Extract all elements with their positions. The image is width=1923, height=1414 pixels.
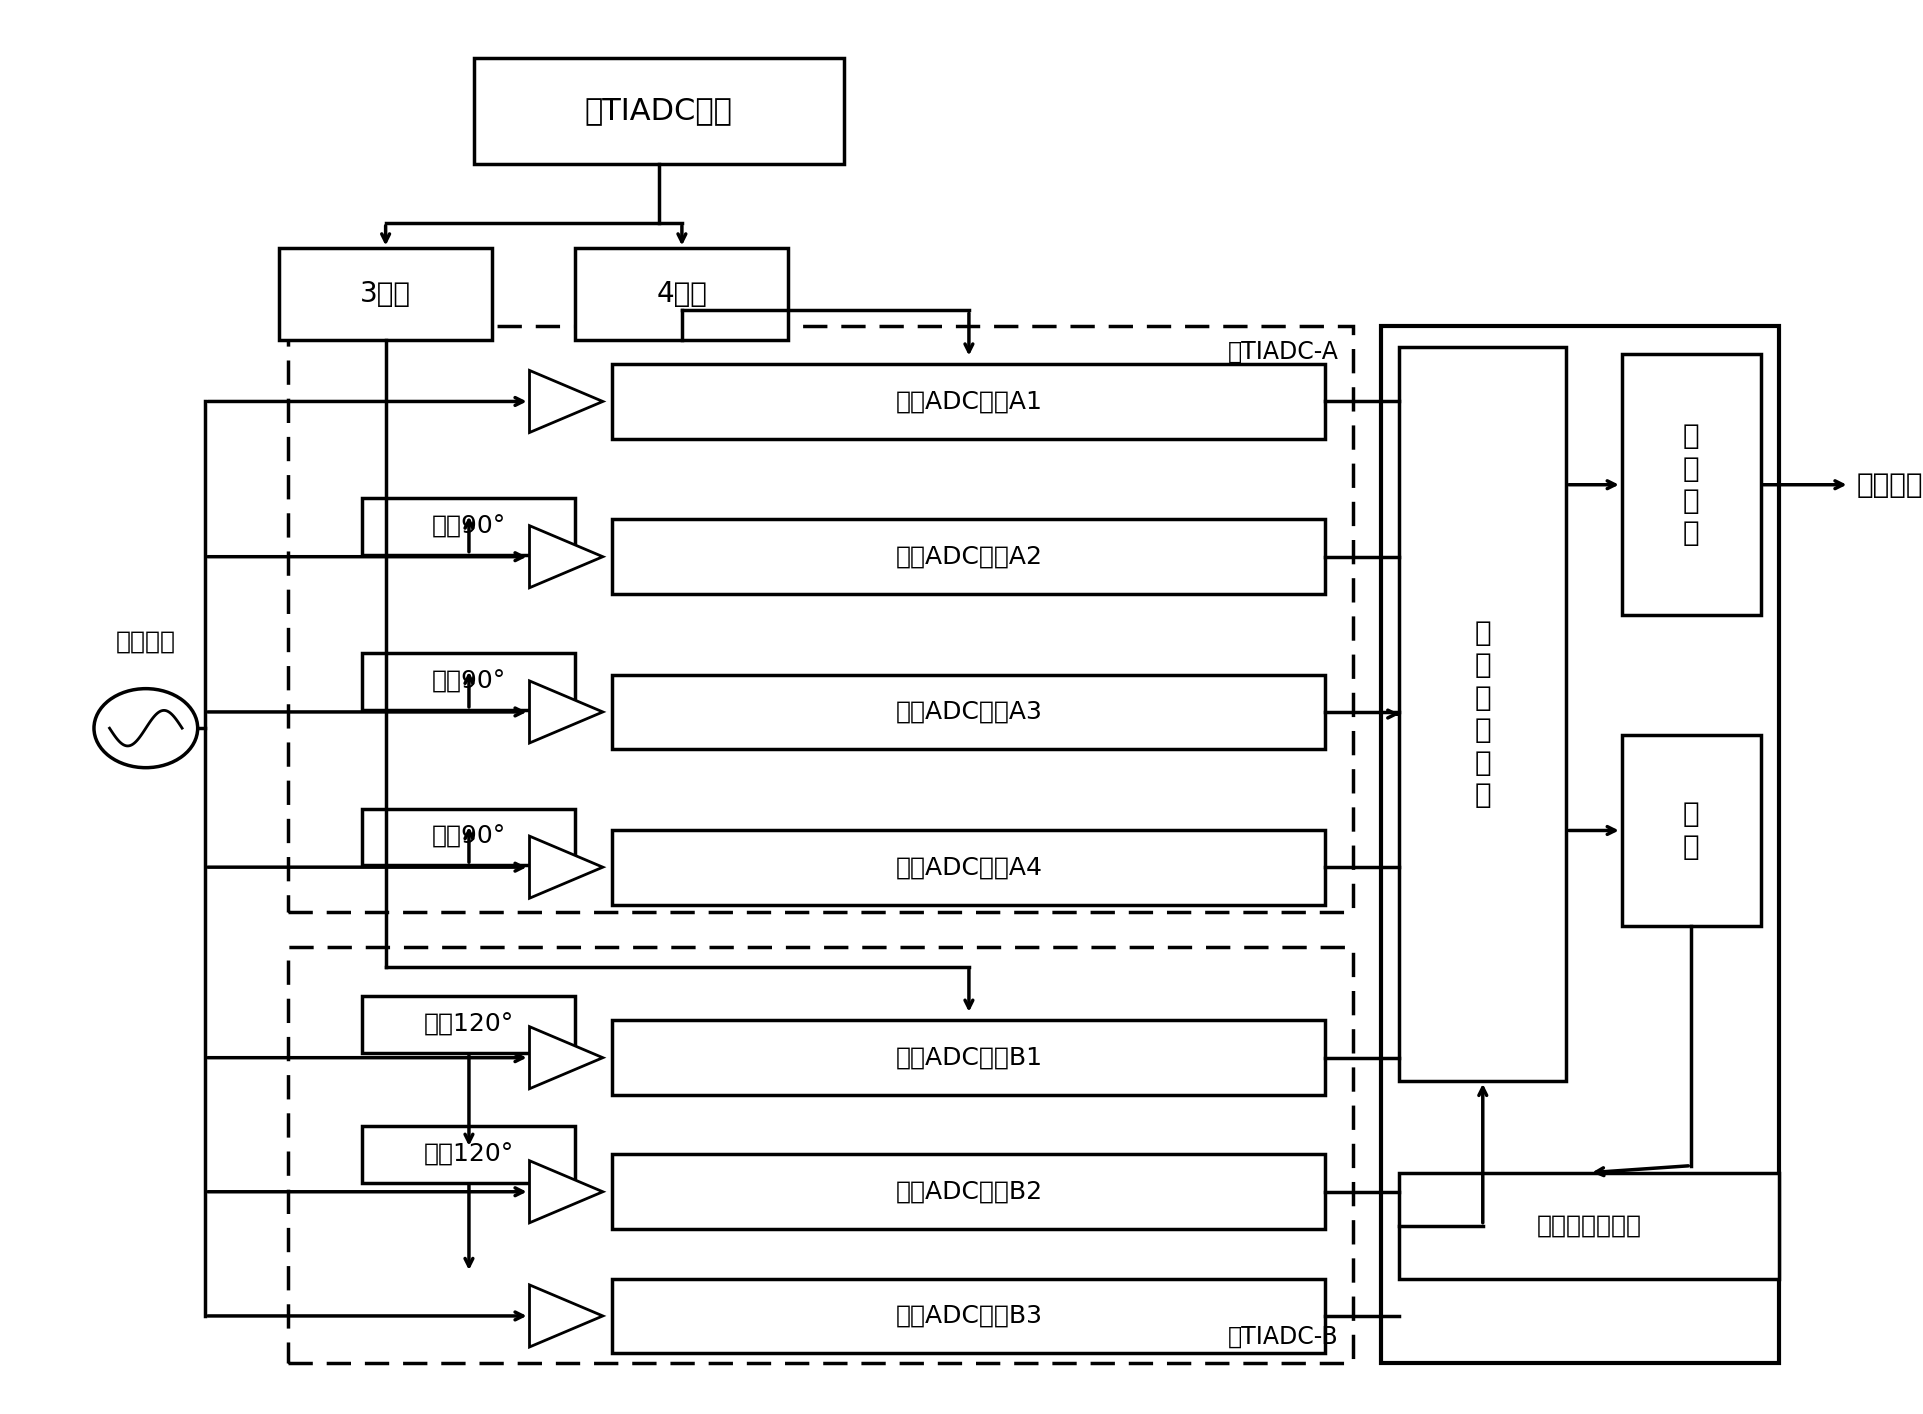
Text: 输入信号: 输入信号 <box>115 629 175 653</box>
Bar <box>362 498 575 554</box>
Text: 延迟90°: 延迟90° <box>431 824 506 848</box>
Bar <box>612 830 1325 905</box>
Bar <box>1381 327 1779 1363</box>
Bar <box>473 58 844 164</box>
Text: 劈分ADC通道B2: 劈分ADC通道B2 <box>894 1179 1042 1203</box>
Text: 子TIADC-B: 子TIADC-B <box>1227 1325 1338 1349</box>
Text: 自适应校准算法: 自适应校准算法 <box>1536 1213 1640 1237</box>
Polygon shape <box>529 1285 602 1348</box>
Bar <box>362 997 575 1053</box>
Text: 劈分ADC通道A2: 劈分ADC通道A2 <box>894 544 1042 568</box>
Text: 劈分ADC通道A1: 劈分ADC通道A1 <box>894 389 1042 413</box>
Bar <box>288 327 1352 912</box>
Polygon shape <box>529 526 602 588</box>
Bar <box>362 1126 575 1182</box>
Text: 延迟120°: 延迟120° <box>423 1143 513 1167</box>
Polygon shape <box>529 682 602 742</box>
Bar <box>612 519 1325 594</box>
Bar <box>612 674 1325 749</box>
Polygon shape <box>529 836 602 898</box>
Bar <box>1621 354 1760 615</box>
Polygon shape <box>529 1161 602 1223</box>
Bar <box>362 809 575 865</box>
Text: 4分频: 4分频 <box>656 280 708 308</box>
Text: 劈分ADC通道B1: 劈分ADC通道B1 <box>894 1046 1042 1069</box>
Polygon shape <box>529 1027 602 1089</box>
Text: 延迟90°: 延迟90° <box>431 515 506 539</box>
Text: 总TIADC时钟: 总TIADC时钟 <box>585 96 733 126</box>
Text: 转换输出: 转换输出 <box>1856 471 1923 499</box>
Bar <box>288 947 1352 1363</box>
Bar <box>1621 735 1760 926</box>
Polygon shape <box>529 370 602 433</box>
Text: 延迟90°: 延迟90° <box>431 670 506 694</box>
Bar <box>612 1021 1325 1094</box>
Text: 求
差: 求 差 <box>1683 800 1698 861</box>
Text: 劈分ADC通道A3: 劈分ADC通道A3 <box>894 700 1042 724</box>
Bar <box>612 1278 1325 1353</box>
Bar <box>362 653 575 710</box>
Bar <box>612 1154 1325 1229</box>
Text: 失
配
误
差
补
偿: 失 配 误 差 补 偿 <box>1473 619 1490 809</box>
Bar <box>1398 348 1565 1080</box>
Bar <box>612 363 1325 438</box>
Text: 子TIADC-A: 子TIADC-A <box>1227 341 1338 363</box>
Text: 算
术
平
均: 算 术 平 均 <box>1683 423 1698 547</box>
Text: 劈分ADC通道A4: 劈分ADC通道A4 <box>894 855 1042 880</box>
Bar <box>575 249 788 341</box>
Text: 延迟120°: 延迟120° <box>423 1012 513 1036</box>
Bar <box>1398 1172 1779 1278</box>
Text: 3分频: 3分频 <box>360 280 412 308</box>
Bar <box>279 249 492 341</box>
Text: 劈分ADC通道B3: 劈分ADC通道B3 <box>894 1304 1042 1328</box>
